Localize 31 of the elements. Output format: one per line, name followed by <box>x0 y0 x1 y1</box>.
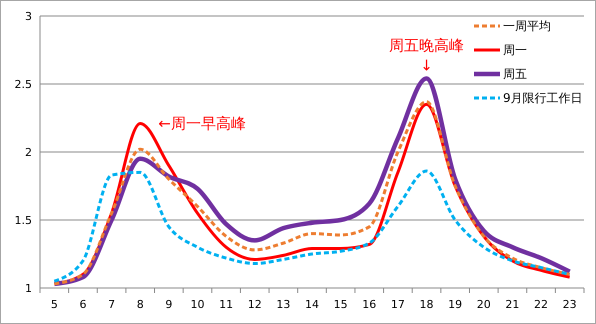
y-tick-label: 1.5 <box>14 214 32 227</box>
x-tick-label: 20 <box>476 298 491 311</box>
annotation: 周五晚高峰 ↓ <box>389 36 464 75</box>
x-tick-label: 14 <box>305 298 319 311</box>
x-tick-label: 18 <box>420 298 434 311</box>
legend-label: 一周平均 <box>503 19 551 34</box>
legend-label: 9月限行工作日 <box>503 91 583 106</box>
annotation: ←周一早高峰 <box>158 114 246 133</box>
y-tick-label: 2 <box>25 146 32 159</box>
x-tick-label: 22 <box>534 298 548 311</box>
legend-label: 周五 <box>503 67 527 82</box>
x-tick-label: 16 <box>362 298 376 311</box>
x-tick-label: 9 <box>165 298 172 311</box>
x-tick-label: 23 <box>562 298 577 311</box>
x-tick-label: 5 <box>50 298 58 311</box>
x-tick-label: 8 <box>136 298 144 311</box>
x-tick-label: 21 <box>505 298 520 311</box>
x-tick-label: 10 <box>190 298 204 311</box>
y-tick-label: 1 <box>25 282 32 295</box>
x-tick-label: 12 <box>248 298 262 311</box>
y-tick-label: 3 <box>25 10 32 23</box>
x-tick-label: 11 <box>219 298 234 311</box>
x-tick-label: 15 <box>334 298 348 311</box>
line-series <box>52 170 572 283</box>
x-tick-label: 7 <box>108 298 116 311</box>
y-tick-label: 2.5 <box>14 78 32 91</box>
x-tick-label: 13 <box>276 298 290 311</box>
x-tick-label: 6 <box>79 298 86 311</box>
legend-label: 周一 <box>503 43 527 58</box>
x-tick-label: 17 <box>390 298 405 311</box>
x-tick-label: 19 <box>448 298 462 311</box>
